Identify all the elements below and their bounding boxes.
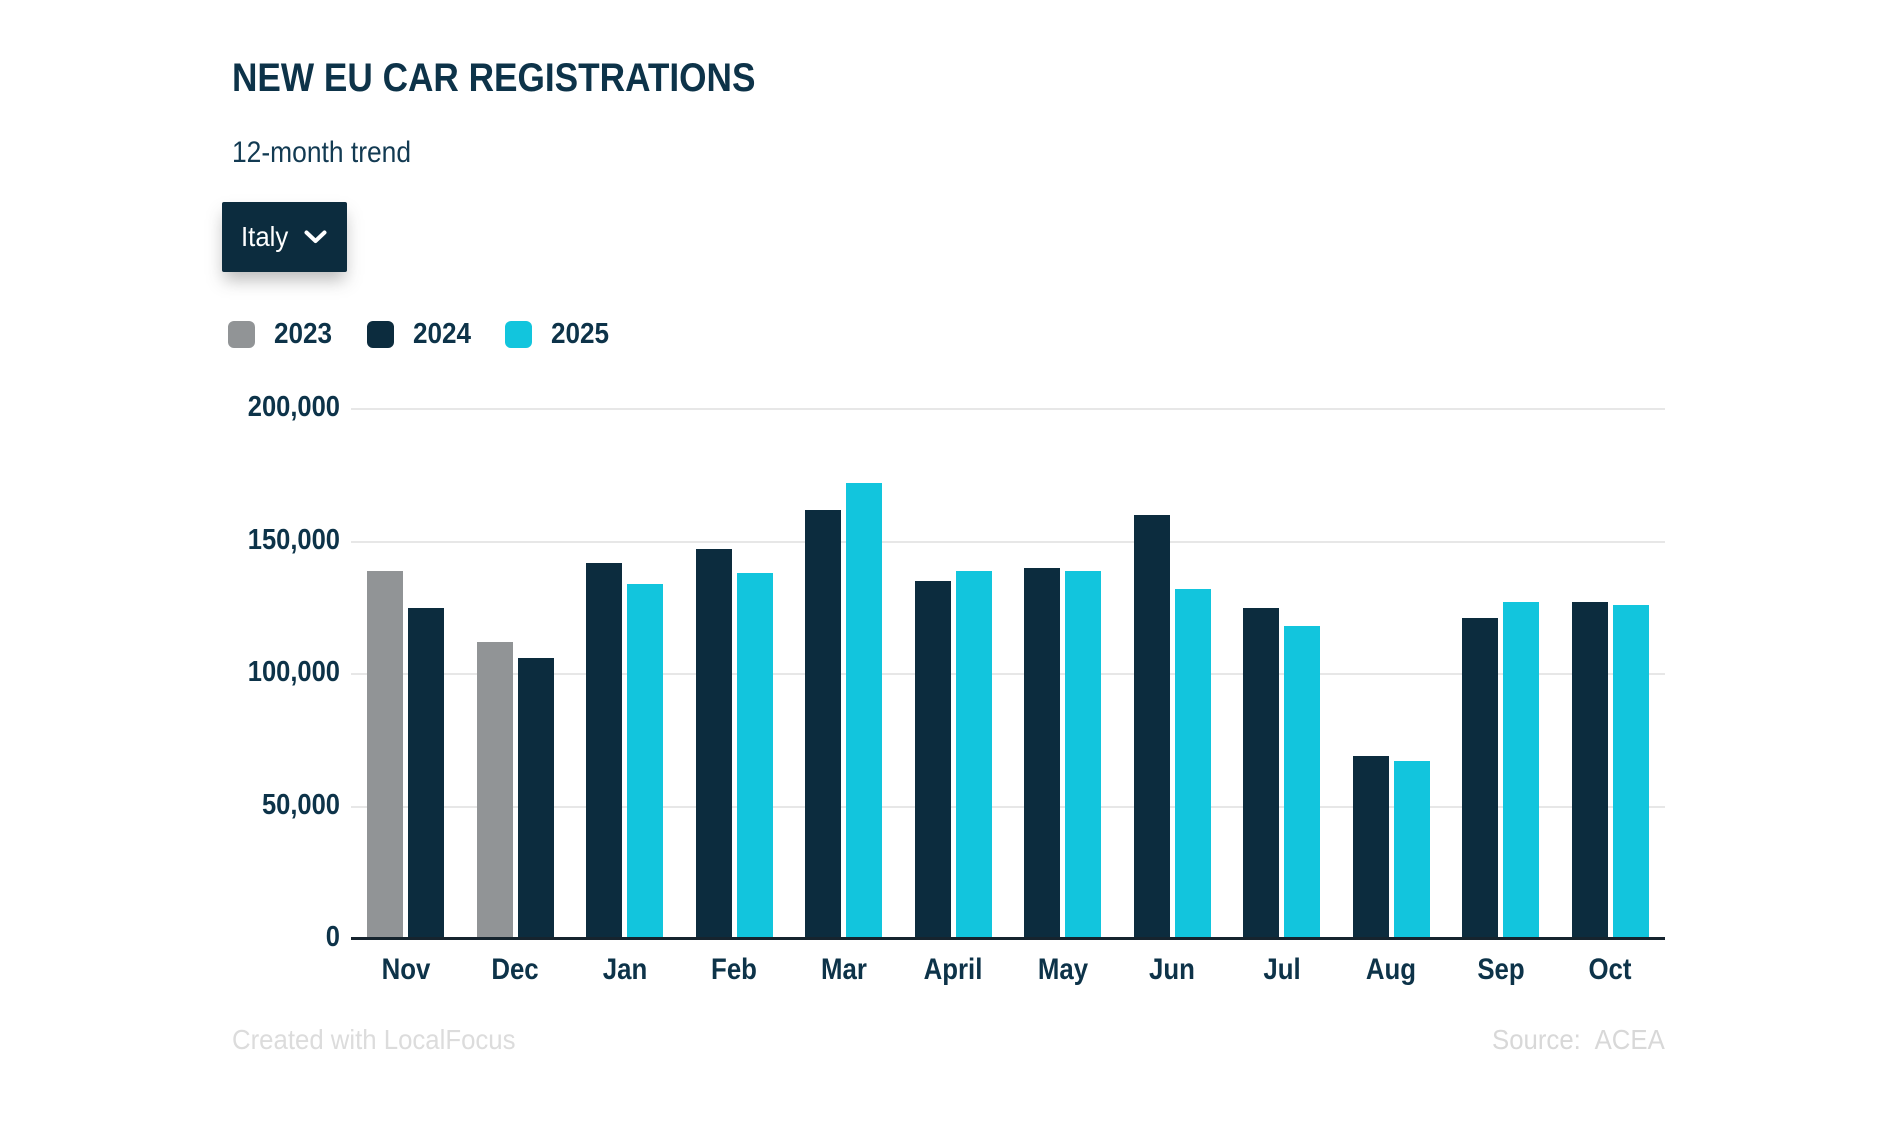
- chart-subtitle-text: 12-month trend: [232, 136, 412, 169]
- bar-jan-2025: [627, 584, 663, 939]
- bar-jul-2025: [1284, 626, 1320, 939]
- x-tick-dec: Dec: [491, 953, 539, 986]
- source-attribution: Source: ACEA: [1492, 1024, 1665, 1056]
- chevron-down-icon: [304, 230, 327, 243]
- y-tick-100000: 100,000: [247, 656, 340, 688]
- gridline-50000: [351, 805, 1665, 808]
- source-label: Source:: [1492, 1024, 1582, 1055]
- x-tick-feb: Feb: [711, 953, 757, 986]
- y-tick-200000: 200,000: [247, 391, 340, 423]
- x-tick-may: May: [1037, 953, 1089, 986]
- x-tick-oct: Oct: [1588, 953, 1632, 986]
- x-tick-aug: Aug: [1365, 953, 1417, 986]
- bar-oct-2024: [1572, 602, 1608, 939]
- bar-april-2024: [915, 581, 951, 939]
- x-tick-jul: Jul: [1263, 953, 1301, 986]
- bar-aug-2025: [1394, 761, 1430, 939]
- chart-subtitle: 12-month trend: [232, 136, 435, 170]
- bar-oct-2025: [1613, 605, 1649, 939]
- bar-april-2025: [956, 571, 992, 939]
- page-title: NEW EU CAR REGISTRATIONS: [232, 56, 827, 101]
- x-tick-sep: Sep: [1477, 953, 1525, 986]
- y-tick-50000: 50,000: [261, 788, 340, 821]
- legend-swatch-2024: [366, 321, 394, 348]
- source-value: ACEA: [1594, 1024, 1665, 1055]
- bar-mar-2025: [846, 483, 882, 939]
- legend-swatch-2025: [505, 321, 533, 348]
- x-tick-jun: Jun: [1149, 953, 1195, 986]
- y-tick-150000: 150,000: [247, 523, 340, 556]
- bar-sep-2024: [1462, 618, 1498, 939]
- x-tick-jan: Jan: [602, 953, 648, 986]
- page-title-text: NEW EU CAR REGISTRATIONS: [232, 56, 756, 100]
- bar-nov-2023: [367, 571, 403, 939]
- country-dropdown-label: Italy: [241, 221, 289, 252]
- chart-legend: 2023 2024 2025: [228, 318, 616, 351]
- bar-feb-2025: [737, 573, 773, 939]
- x-tick-april: April: [923, 953, 983, 986]
- bar-aug-2024: [1353, 756, 1389, 939]
- plot-area: Nov Dec Jan Feb Mar April May Jun Jul Aug Sep Oct: [351, 408, 1665, 986]
- legend-label-2023: 2023: [274, 318, 333, 350]
- gridline-150000: [351, 540, 1665, 543]
- x-tick-nov: Nov: [381, 953, 431, 986]
- x-axis-line: [351, 937, 1665, 940]
- bar-sep-2025: [1503, 602, 1539, 939]
- bar-may-2025: [1065, 571, 1101, 939]
- gridline-100000: [351, 673, 1665, 675]
- legend-label-2025: 2025: [551, 318, 610, 350]
- bar-nov-2024: [408, 608, 444, 939]
- legend-label-2024: 2024: [412, 318, 471, 350]
- bar-jan-2024: [586, 563, 622, 939]
- x-tick-mar: Mar: [821, 953, 867, 986]
- legend-swatch-2023: [228, 321, 255, 348]
- y-tick-0: 0: [325, 921, 340, 953]
- country-dropdown-button[interactable]: Italy: [222, 202, 347, 272]
- legend-item-2024: 2024: [366, 318, 478, 351]
- bar-dec-2024: [518, 658, 554, 939]
- legend-item-2023: 2023: [228, 318, 339, 351]
- bar-jul-2024: [1243, 608, 1279, 939]
- bar-feb-2024: [696, 549, 732, 939]
- gridline-200000: [351, 408, 1665, 410]
- bar-jun-2025: [1175, 589, 1211, 939]
- bar-jun-2024: [1134, 515, 1170, 939]
- bar-dec-2023: [477, 642, 513, 939]
- bar-may-2024: [1024, 568, 1060, 939]
- credit-text: Created with LocalFocus: [232, 1024, 516, 1055]
- bar-mar-2024: [805, 510, 841, 939]
- legend-item-2025: 2025: [505, 318, 616, 351]
